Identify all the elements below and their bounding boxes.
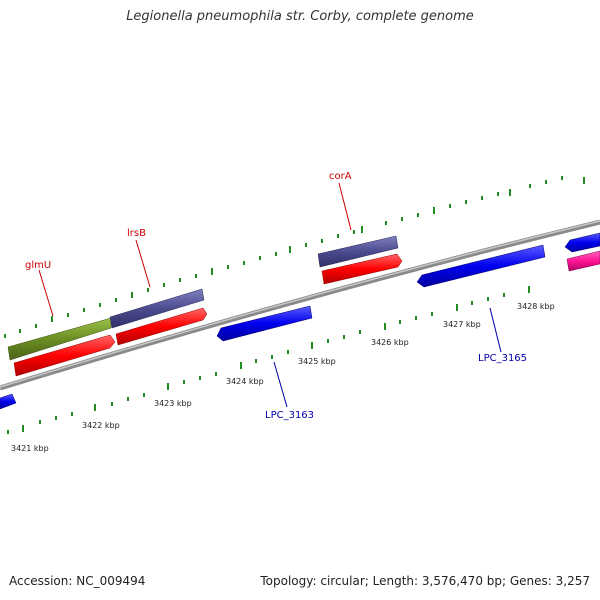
reverse-cds-feature[interactable] <box>564 232 600 253</box>
gene-label-corA: corA <box>329 171 352 182</box>
lrsB-gene-feature[interactable] <box>109 288 205 329</box>
scale-label: 3424 kbp <box>226 377 264 386</box>
forward-cds-feature[interactable] <box>115 307 208 346</box>
scale-label: 3421 kbp <box>11 444 49 453</box>
scale-label: 3427 kbp <box>443 320 481 329</box>
gene-label-lrsB: lrsB <box>127 228 146 239</box>
pink-gene-feature[interactable] <box>566 250 600 272</box>
lower-scale-ticks <box>7 286 530 434</box>
gene-label-glmU: glmU <box>25 260 51 271</box>
gene-label-leaders <box>38 182 502 408</box>
scale-label: 3425 kbp <box>298 357 336 366</box>
upper-scale-ticks <box>4 176 585 338</box>
LPC_3163-gene-feature[interactable] <box>216 305 313 342</box>
genome-summary-text: Topology: circular; Length: 3,576,470 bp… <box>260 574 590 588</box>
reverse-cds-feature[interactable] <box>0 393 17 410</box>
genome-backbone <box>0 219 600 391</box>
scale-label: 3428 kbp <box>517 302 555 311</box>
gene-label-LPC_3165: LPC_3165 <box>478 353 527 364</box>
forward-cds-feature[interactable] <box>321 253 403 285</box>
scale-label: 3423 kbp <box>154 399 192 408</box>
gene-label-LPC_3163: LPC_3163 <box>265 410 314 421</box>
genome-title: Legionella pneumophila str. Corby, compl… <box>126 9 474 24</box>
reverse-cds-feature[interactable] <box>416 244 546 288</box>
scale-label: 3426 kbp <box>371 338 409 347</box>
forward-cds-feature[interactable] <box>13 334 116 377</box>
scale-label: 3422 kbp <box>82 421 120 430</box>
accession-text: Accession: NC_009494 <box>9 574 146 588</box>
corA-gene-feature[interactable] <box>317 235 399 268</box>
glmU-gene-feature[interactable] <box>7 317 112 361</box>
